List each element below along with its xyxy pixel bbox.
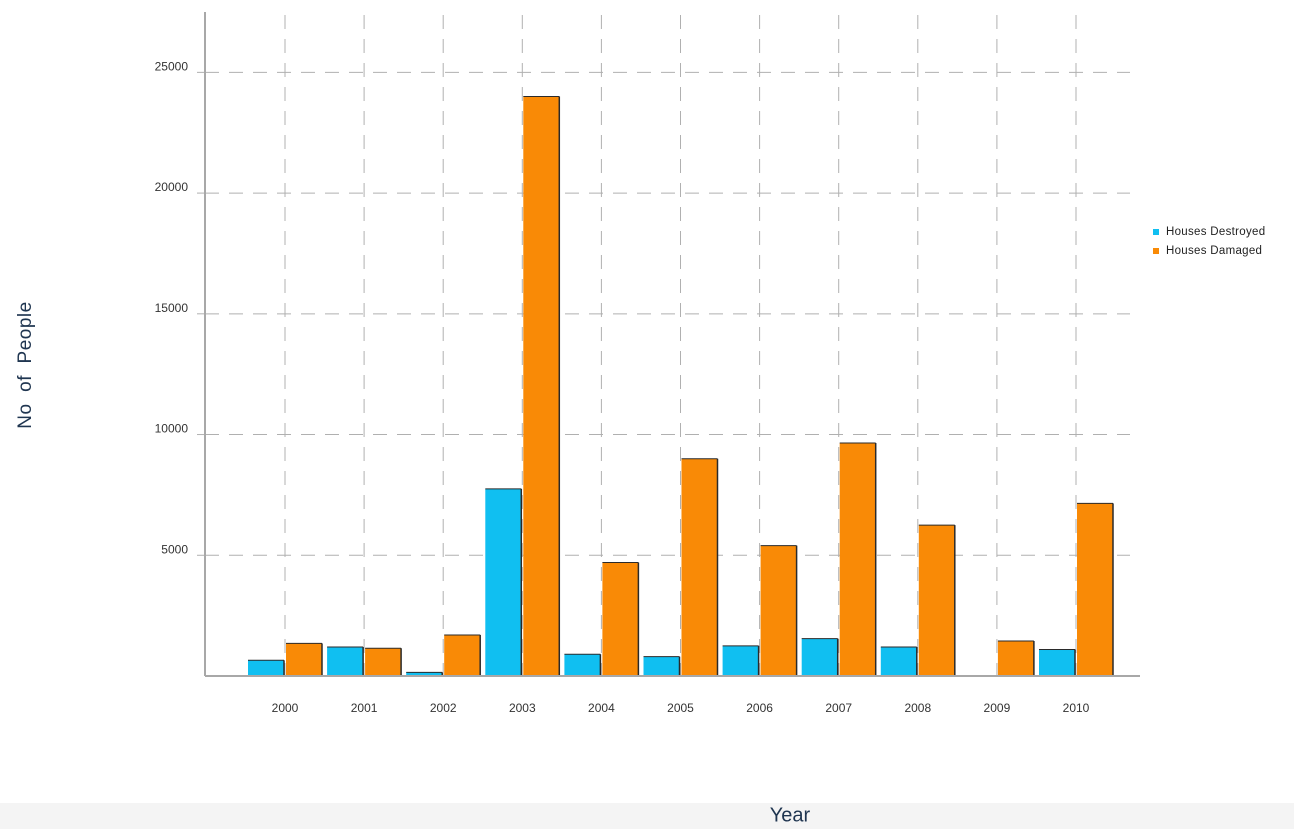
bar-houses-damaged-2009 xyxy=(997,640,1034,676)
bar-houses-damaged-2010 xyxy=(1077,503,1113,676)
legend-label-destroyed: Houses Destroyed xyxy=(1166,225,1266,238)
tick-labels: 5000 10000 15000 20000 25000 2000 2001 2002 2003… xyxy=(155,59,1090,715)
bar-houses-destroyed-2000 xyxy=(248,660,284,676)
x-tick-label-2007: 2007 xyxy=(825,701,852,715)
legend-swatch-destroyed xyxy=(1153,228,1159,235)
axes xyxy=(197,12,1140,677)
bar-houses-damaged-2001 xyxy=(365,648,402,676)
bar-houses-destroyed-2005 xyxy=(643,656,680,676)
bar-houses-damaged-2006 xyxy=(760,545,797,676)
footer-band xyxy=(0,803,1294,829)
legend-item-houses-damaged: Houses Damaged xyxy=(1153,241,1265,260)
legend: Houses Destroyed Houses Damaged xyxy=(1153,222,1265,260)
y-axis-label: No of People xyxy=(15,301,36,429)
y-tick-label-15000: 15000 xyxy=(155,301,189,315)
bar-houses-destroyed-2010 xyxy=(1039,649,1075,676)
bar-houses-destroyed-2002 xyxy=(406,672,443,676)
bar-houses-damaged-2002 xyxy=(444,634,481,676)
x-tick-label-2008: 2008 xyxy=(904,701,931,715)
x-tick-label-2009: 2009 xyxy=(984,701,1011,715)
y-tick-label-25000: 25000 xyxy=(155,59,189,73)
x-tick-label-2001: 2001 xyxy=(351,701,378,715)
bar-houses-destroyed-2003 xyxy=(485,488,522,676)
bars xyxy=(248,96,1114,676)
legend-label-damaged: Houses Damaged xyxy=(1166,244,1263,257)
x-tick-label-2005: 2005 xyxy=(667,701,694,715)
legend-item-houses-destroyed: Houses Destroyed xyxy=(1153,222,1265,241)
x-tick-label-2003: 2003 xyxy=(509,701,536,715)
x-tick-label-2000: 2000 xyxy=(272,701,299,715)
y-tick-label-10000: 10000 xyxy=(155,422,189,436)
legend-swatch-damaged xyxy=(1153,247,1159,254)
x-tick-label-2004: 2004 xyxy=(588,701,615,715)
x-tick-label-2002: 2002 xyxy=(430,701,457,715)
bar-houses-destroyed-2001 xyxy=(327,647,364,676)
bar-houses-damaged-2008 xyxy=(918,525,955,676)
y-tick-label-20000: 20000 xyxy=(155,180,189,194)
x-tick-label-2006: 2006 xyxy=(746,701,773,715)
bar-houses-damaged-2004 xyxy=(602,562,639,676)
bar-houses-destroyed-2004 xyxy=(564,654,601,676)
gridlines xyxy=(205,15,1130,676)
bar-houses-destroyed-2006 xyxy=(722,645,759,676)
y-tick-label-5000: 5000 xyxy=(161,542,188,556)
bar-houses-destroyed-2008 xyxy=(880,647,917,676)
bar-houses-damaged-2007 xyxy=(839,442,876,676)
bar-houses-damaged-2005 xyxy=(681,458,718,676)
x-axis-label: Year xyxy=(769,804,811,827)
bar-houses-damaged-2003 xyxy=(523,96,560,676)
x-tick-label-2010: 2010 xyxy=(1063,701,1090,715)
bar-houses-damaged-2000 xyxy=(286,643,322,676)
bar-houses-destroyed-2007 xyxy=(801,638,838,676)
